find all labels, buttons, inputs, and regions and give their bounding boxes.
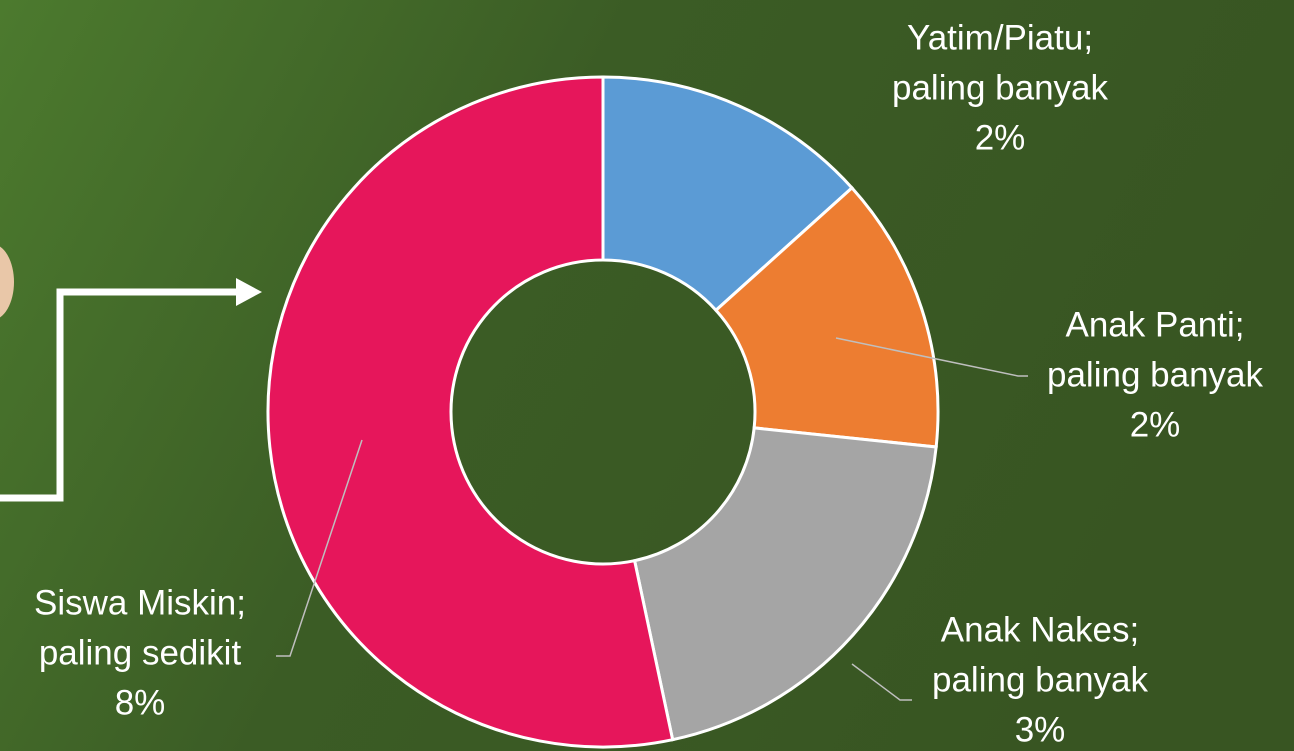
value-label: 8%	[115, 683, 166, 722]
description-label: paling banyak	[1047, 355, 1263, 394]
value-label: 3%	[1015, 710, 1066, 749]
description-label: paling banyak	[932, 660, 1148, 699]
category-label: Anak Panti;	[1066, 305, 1245, 344]
value-label: 2%	[1130, 405, 1181, 444]
category-label: Siswa Miskin;	[34, 583, 246, 622]
description-label: paling banyak	[892, 68, 1108, 107]
slide: Yatim/Piatu; paling banyak 2% Anak Panti; pa…	[0, 0, 1294, 751]
description-label: paling sedikit	[39, 633, 242, 672]
category-label: Anak Nakes;	[941, 610, 1139, 649]
value-label: 2%	[975, 118, 1026, 157]
category-label: Yatim/Piatu;	[907, 18, 1093, 57]
